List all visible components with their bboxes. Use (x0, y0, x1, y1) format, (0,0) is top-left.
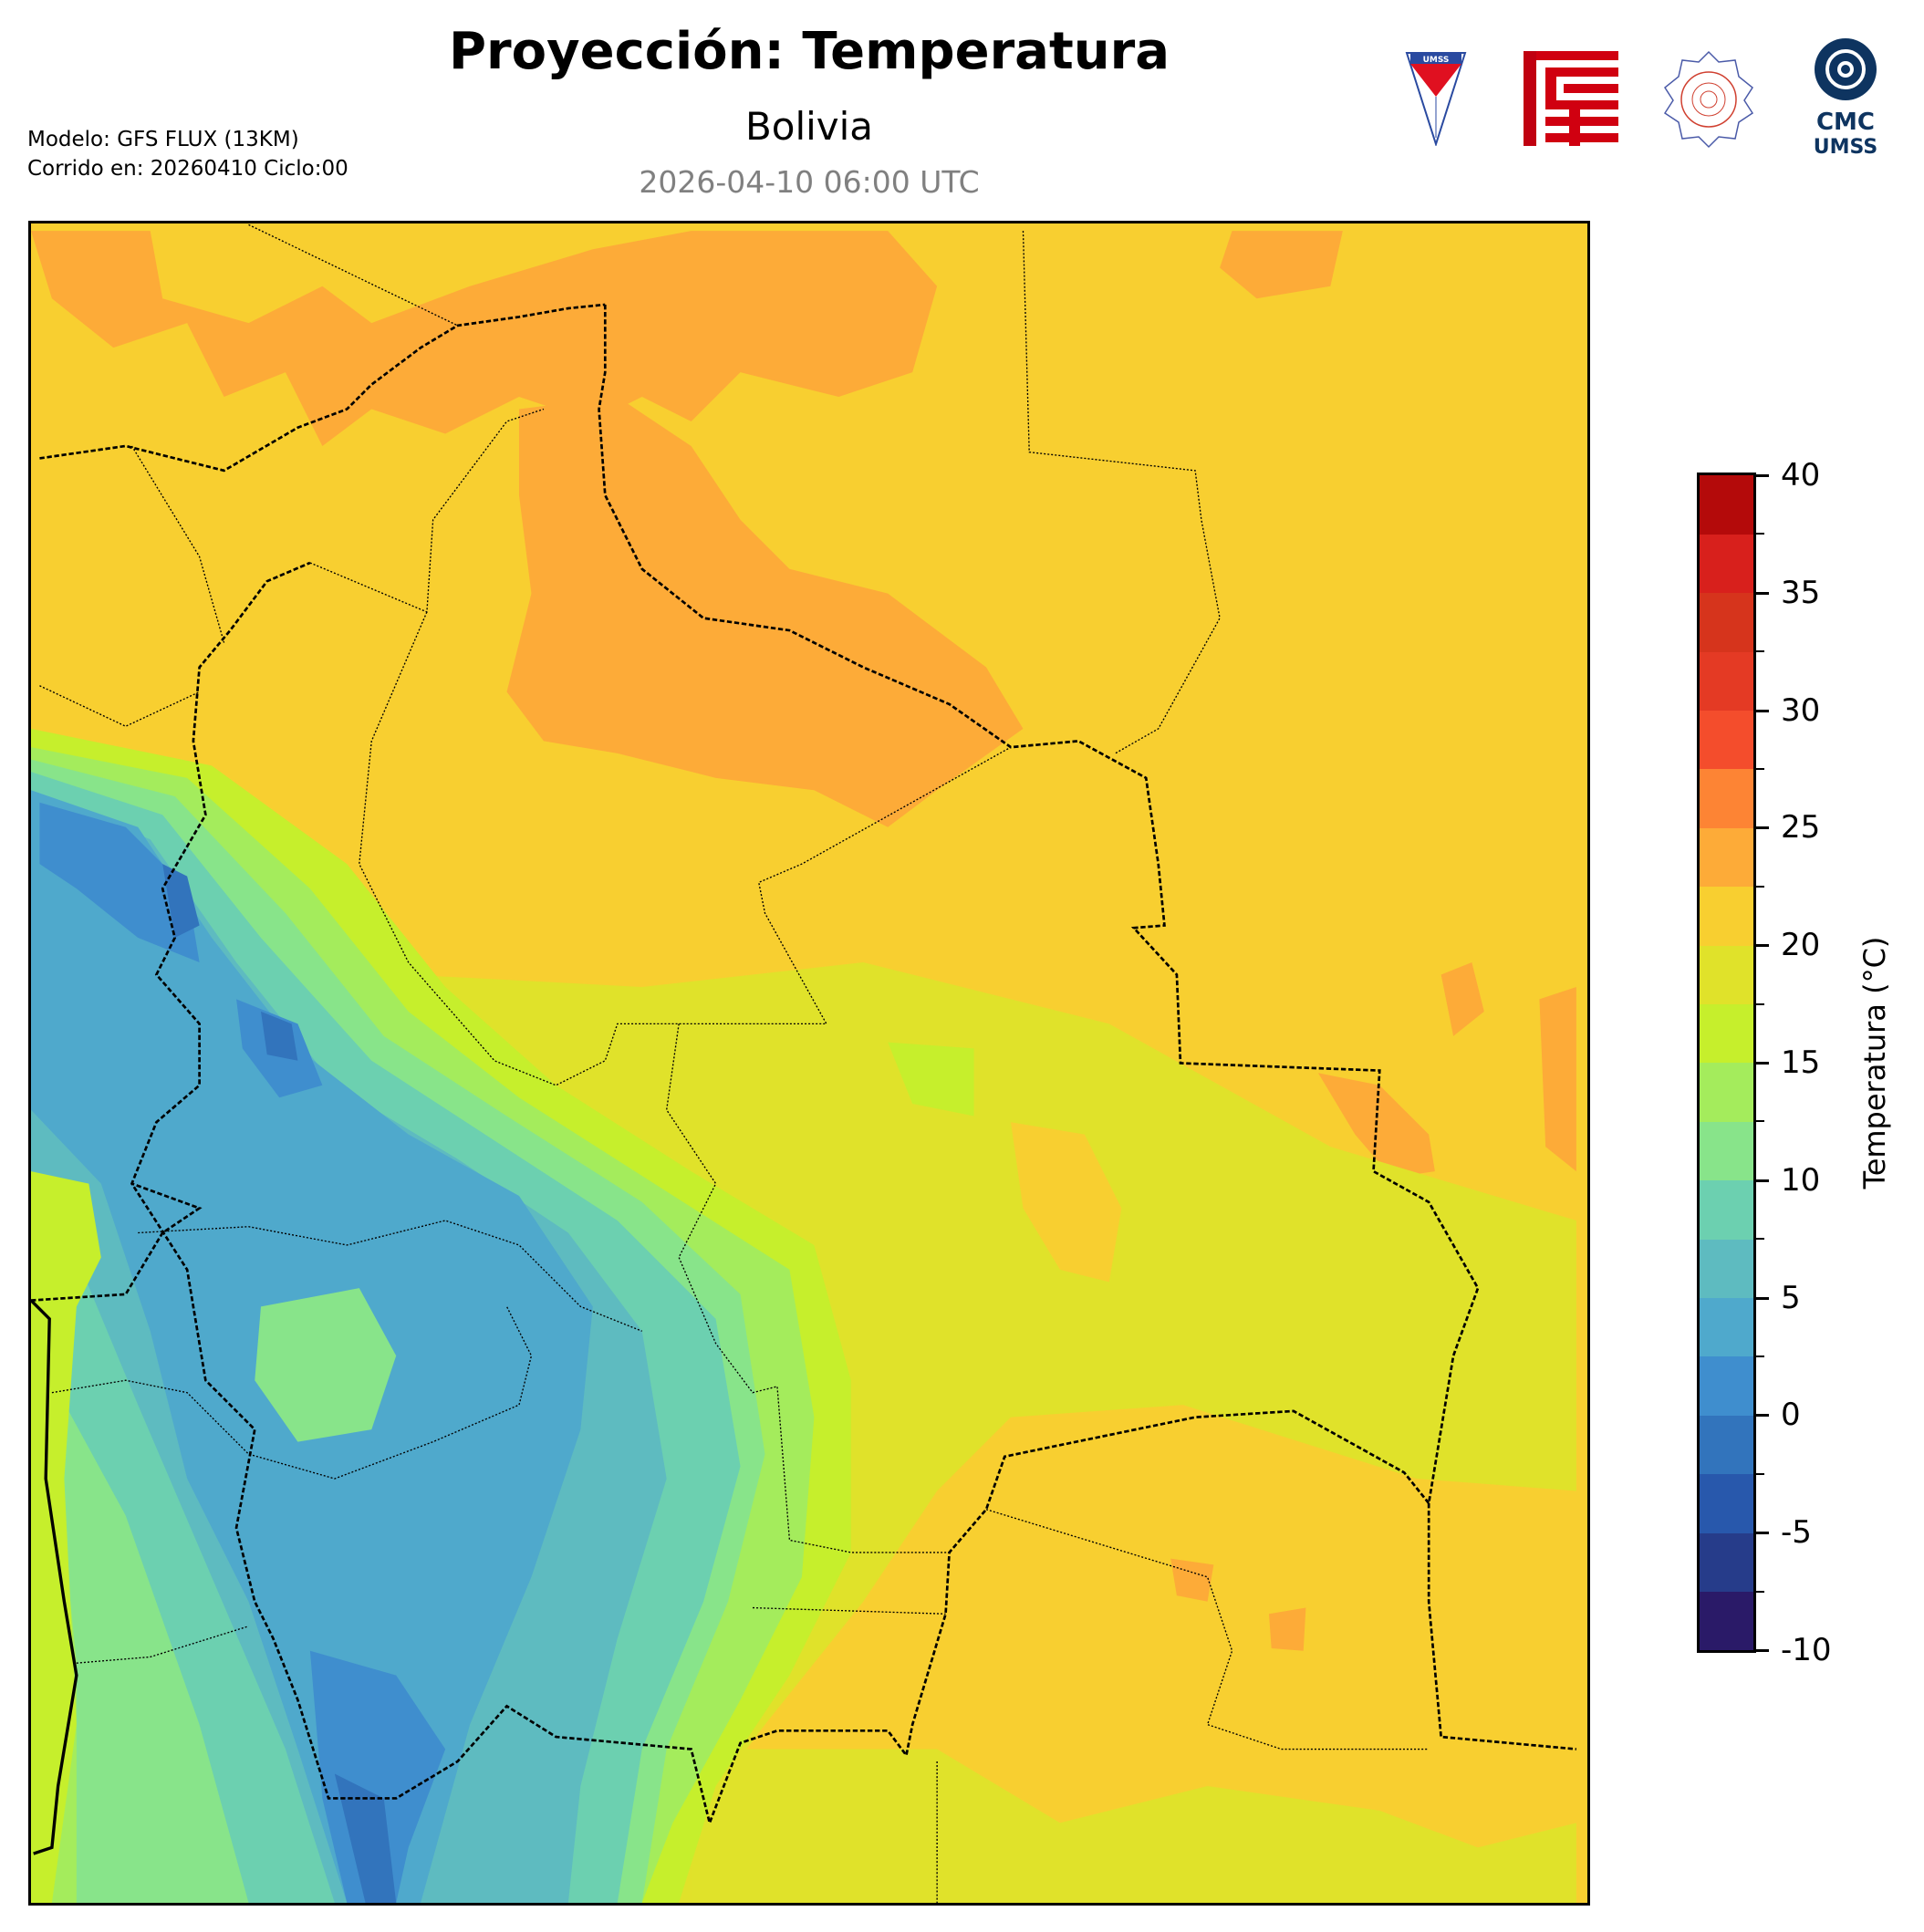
colorbar-bin (1700, 651, 1753, 712)
colorbar-major-tick (1756, 1062, 1769, 1065)
colorbar-major-tick (1756, 1532, 1769, 1535)
colorbar-bin (1700, 945, 1753, 1005)
colorbar-tick-label: -5 (1781, 1514, 1812, 1552)
temperature-map[interactable] (28, 221, 1590, 1906)
colorbar-major-tick (1756, 709, 1769, 712)
colorbar-minor-tick (1756, 885, 1764, 888)
colorbar-bin (1700, 475, 1753, 535)
umss-logo: UMSS (1405, 51, 1467, 148)
colorbar-minor-tick (1756, 650, 1764, 653)
map-subtitle: Bolivia (744, 104, 874, 149)
colorbar-minor-tick (1756, 1356, 1764, 1357)
warm-patch (1010, 1122, 1122, 1283)
colorbar-bin (1700, 827, 1753, 888)
model-label: Modelo: GFS FLUX (13KM) (27, 128, 299, 151)
physics-department-logo (1662, 49, 1755, 150)
colorbar-bin (1700, 1121, 1753, 1181)
colorbar-major-tick (1756, 826, 1769, 830)
colorbar-major-tick (1756, 1649, 1769, 1652)
colorbar-tick-label: 15 (1781, 1044, 1821, 1081)
colorbar-tick-label: 5 (1781, 1279, 1801, 1316)
admin-borders (39, 223, 1430, 1903)
colorbar-bin (1700, 1297, 1753, 1357)
cmc-logo-subtext: UMSS (1814, 136, 1877, 159)
valid-time: 2026-04-10 06:00 UTC (639, 164, 980, 200)
colorbar-label: Temperatura (°C) (1857, 936, 1892, 1189)
colorbar-tick-label: 35 (1781, 574, 1821, 611)
colorbar-bin (1700, 1415, 1753, 1475)
colorbar-minor-tick (1756, 1238, 1764, 1241)
map-title: Proyección: Temperatura (448, 22, 1170, 81)
colorbar-bin (1700, 886, 1753, 946)
mild-patch (888, 1042, 974, 1117)
colorbar-tick-label: 25 (1781, 809, 1821, 847)
fcyt-logo (1524, 51, 1618, 146)
colorbar-bin (1700, 1473, 1753, 1533)
green-patch-2 (255, 1288, 397, 1442)
coastline (31, 1299, 78, 1855)
colorbar-major-tick (1756, 1414, 1769, 1418)
cold-zone-2 (39, 802, 446, 1903)
colorbar-major-tick (1756, 474, 1769, 477)
colorbar-bin (1700, 1532, 1753, 1593)
colorbar-major-tick (1756, 1179, 1769, 1182)
colorbar-tick-label: 20 (1781, 927, 1821, 964)
colorbar-minor-tick (1756, 1120, 1764, 1123)
colorbar-tick-label: 10 (1781, 1161, 1821, 1199)
colorbar-tick-label: 30 (1781, 691, 1821, 729)
colorbar-major-tick (1756, 944, 1769, 948)
cmc-logo-text: CMC (1816, 109, 1875, 136)
umss-logo-text: UMSS (1423, 56, 1450, 65)
colorbar-tick-label: 40 (1781, 457, 1821, 493)
colorbar-minor-tick (1756, 533, 1764, 535)
colorbar-bin (1700, 1591, 1753, 1651)
colorbar-tick-label: 0 (1781, 1397, 1801, 1434)
mild-zone-south (691, 1749, 1576, 1903)
colorbar-major-tick (1756, 591, 1769, 595)
colorbar-bin (1700, 769, 1753, 828)
colorbar-bin (1700, 1063, 1753, 1122)
colorbar-minor-tick (1756, 1590, 1764, 1593)
colorbar-minor-tick (1756, 768, 1764, 770)
colorbar-bin (1700, 1239, 1753, 1299)
run-label: Corrido en: 20260410 Ciclo:00 (27, 157, 348, 181)
colorbar (1697, 473, 1756, 1653)
colorbar-minor-tick (1756, 1002, 1764, 1005)
colorbar-bin (1700, 534, 1753, 594)
country-borders (31, 303, 1576, 1827)
colorbar-bin (1700, 1356, 1753, 1416)
colorbar-bin (1700, 592, 1753, 652)
colorbar-major-tick (1756, 1296, 1769, 1300)
colorbar-bin (1700, 1179, 1753, 1240)
colorbar-tick-label: -10 (1781, 1632, 1832, 1668)
cmc-umss-logo: CMC UMSS (1810, 36, 1881, 159)
colorbar-bin (1700, 1003, 1753, 1064)
colorbar-bin (1700, 710, 1753, 770)
colorbar-minor-tick (1756, 1472, 1764, 1475)
